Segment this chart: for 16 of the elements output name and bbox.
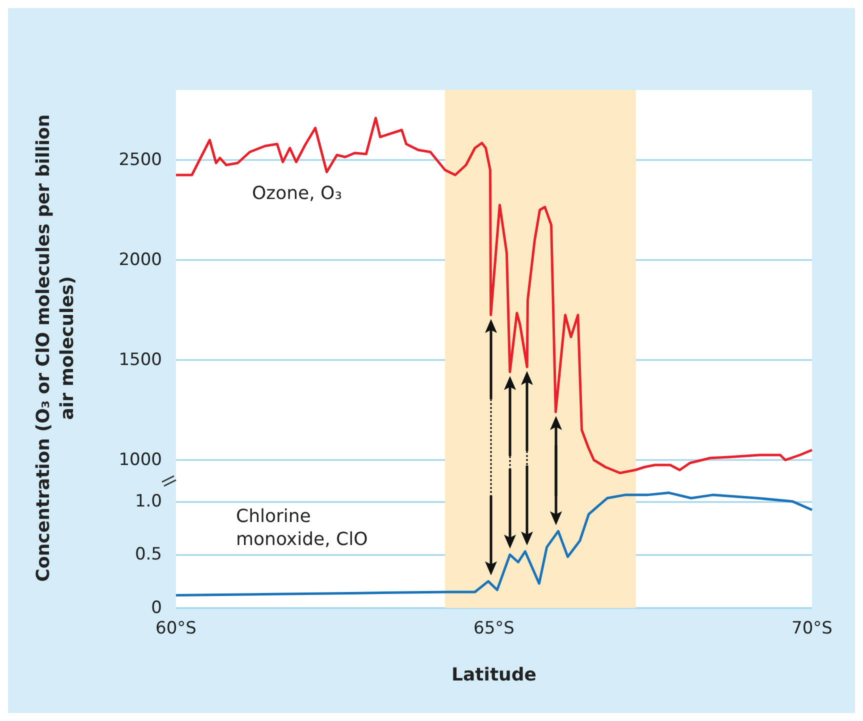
y-tick-label: 0 [151, 598, 162, 618]
x-tick-label: 70°S [792, 618, 832, 638]
annotation: Ozone, O₃ [252, 183, 342, 204]
y-tick-label: 2000 [118, 250, 162, 270]
y-tick-label: 0.5 [134, 544, 162, 565]
x-axis-title: Latitude [452, 664, 536, 686]
x-tick-label: 60°S [156, 618, 196, 638]
y-tick-label: 1000 [118, 450, 162, 470]
y-tick-label: 1.0 [134, 491, 162, 512]
y-tick-label: 2500 [118, 150, 162, 170]
annotation: Chlorine monoxide, ClO [236, 506, 368, 550]
line-series [174, 116, 814, 474]
line-series [174, 492, 814, 596]
y-axis-title: Concentration (O₃ or ClO molecules per billion air molecules) [33, 114, 78, 582]
y-tick-label: 1500 [118, 350, 162, 370]
x-tick-label: 65°S [474, 618, 514, 638]
